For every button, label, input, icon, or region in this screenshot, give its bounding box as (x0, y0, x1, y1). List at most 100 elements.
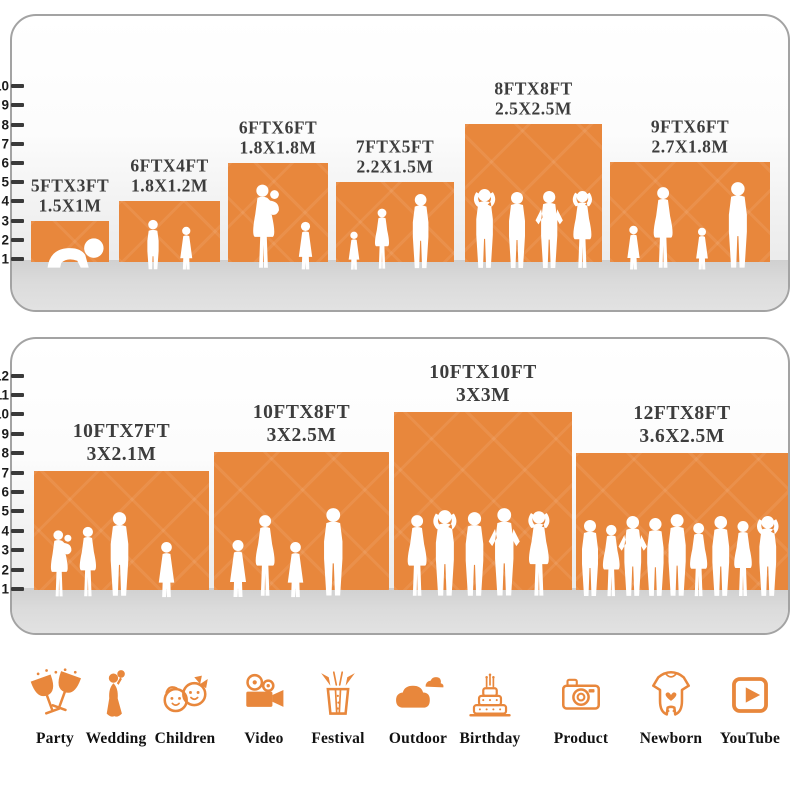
ruler-tick-label-1: 1 (1, 251, 9, 267)
category-label: Birthday (459, 730, 521, 747)
ruler-tick-mark-9 (11, 103, 24, 108)
ruler-tick-label-10: 10 (0, 406, 10, 422)
ruler-tick-label-9: 9 (1, 426, 9, 442)
man-akimbo-silhouette (487, 507, 522, 599)
ruler-tick-mark-4 (11, 199, 24, 204)
ruler-tick-label-5: 5 (1, 503, 9, 519)
ruler-tick-label-3: 3 (1, 542, 9, 558)
size-m-text: 1.5X1M (38, 195, 102, 216)
woman-holding-baby-silhouette (247, 183, 286, 271)
ruler-tick-mark-11 (11, 393, 24, 397)
category-outdoor: Outdoor (370, 668, 466, 748)
ruler-tick-mark-1 (11, 587, 24, 591)
girl-silhouette (293, 221, 318, 271)
ruler-tick-mark-8 (11, 122, 24, 127)
backdrop-size-label: 8FTX8FT 2.5X2.5M (494, 78, 572, 119)
ruler-tick-mark-2 (11, 237, 24, 242)
ruler-tick-mark-5 (11, 509, 24, 514)
man-arms-up-silhouette (469, 188, 500, 271)
wedding-icon (89, 668, 143, 722)
backdrop-size-label: 9FTX6FT 2.7X1.8M (651, 116, 729, 157)
size-m-text: 2.7X1.8M (651, 136, 729, 157)
ruler-tick-mark-6 (11, 161, 24, 165)
ruler-tick-mark-6 (11, 490, 24, 494)
ruler-tick-label-11: 11 (0, 387, 9, 403)
category-product: Product (533, 668, 629, 748)
festival-icon (311, 668, 365, 722)
ruler-tick-mark-9 (11, 431, 24, 436)
size-ft-text: 5FTX3FT (30, 175, 110, 196)
size-m-text: 2.2X1.5M (356, 156, 434, 177)
size-ft-text: 9FTX6FT (650, 116, 730, 137)
ruler-tick-mark-7 (11, 470, 24, 475)
ruler-tick-label-2: 2 (1, 232, 9, 248)
category-wedding: Wedding (68, 668, 164, 748)
ruler-tick-label-4: 4 (1, 523, 9, 539)
ruler-tick-mark-4 (11, 528, 24, 533)
backdrop-size-label: 12FTX8FT 3.6X2.5M (633, 403, 730, 448)
girl-silhouette (152, 541, 181, 599)
category-birthday: Birthday (442, 668, 538, 748)
ruler-tick-label-12: 12 (0, 368, 10, 384)
boy-silhouette (140, 219, 166, 271)
backdrop-size-label: 10FTX7FT 3X2.1M (73, 421, 170, 466)
medium-backdrops-panel: 12111098765432110FTX7FT3X2.1M10FTX8FT3X2… (0, 337, 790, 635)
newborn-icon (644, 668, 698, 722)
youtube-icon (723, 668, 777, 722)
backdrop-size-label: 5FTX3FT 1.5X1M (31, 175, 109, 216)
ruler-tick-mark-12 (11, 373, 24, 378)
girl-silhouette (175, 226, 198, 271)
backdrop-size-label: 10FTX8FT 3X2.5M (253, 402, 350, 447)
crawling-baby-silhouette (43, 231, 106, 271)
girl-silhouette (691, 227, 713, 271)
backdrop-6ftx4ft (119, 201, 220, 262)
ruler-tick-mark-7 (11, 141, 24, 146)
ruler-tick-mark-3 (11, 548, 24, 553)
outdoor-icon (391, 668, 445, 722)
woman-silhouette (74, 525, 102, 599)
size-m-text: 3X3M (455, 384, 510, 406)
ruler-tick-label-7: 7 (1, 465, 9, 481)
size-ft-text: 10FTX10FT (429, 361, 537, 383)
size-m-text: 1.8X1.8M (239, 137, 317, 158)
girl-silhouette (344, 231, 364, 271)
backdrop-size-label: 10FTX10FT 3X3M (429, 362, 536, 407)
size-ft-text: 10FTX7FT (72, 420, 171, 442)
category-video: Video (216, 668, 312, 748)
girl-silhouette (622, 225, 645, 271)
ruler-tick-label-8: 8 (1, 117, 9, 133)
product-icon (554, 668, 608, 722)
man-silhouette (103, 511, 136, 599)
size-ft-text: 6FTX4FT (130, 155, 209, 176)
man-arms-up-silhouette (752, 515, 784, 599)
category-festival: Festival (290, 668, 386, 748)
size-ft-text: 10FTX8FT (252, 401, 351, 423)
woman-holding-baby-silhouette (46, 529, 77, 599)
man-akimbo-silhouette (534, 190, 564, 271)
video-icon (237, 668, 291, 722)
girl-silhouette (223, 539, 253, 599)
woman-arms-up-silhouette (522, 509, 556, 599)
category-children: Children (137, 668, 233, 748)
ruler-tick-mark-2 (11, 567, 24, 572)
category-party: Party (7, 668, 103, 748)
children-icon (158, 668, 212, 722)
backdrop-size-label: 7FTX5FT 2.2X1.5M (356, 136, 434, 177)
category-label: Festival (311, 730, 365, 747)
size-m-text: 3.6X2.5M (639, 425, 725, 447)
ruler-tick-label-6: 6 (1, 484, 9, 500)
category-label: Children (154, 730, 216, 747)
ruler-tick-label-5: 5 (1, 174, 9, 190)
backdrop-6ftx6ft (228, 163, 328, 262)
woman-silhouette (249, 513, 281, 599)
category-label: Newborn (639, 730, 703, 747)
man-silhouette (316, 507, 351, 599)
size-ft-text: 7FTX5FT (355, 136, 435, 157)
ruler-tick-mark-8 (11, 451, 24, 456)
ruler-tick-label-1: 1 (1, 581, 9, 597)
category-label: YouTube (719, 730, 781, 747)
size-ft-text: 8FTX8FT (494, 78, 573, 99)
woman-arms-up-silhouette (567, 189, 598, 271)
ruler-tick-mark-1 (11, 257, 24, 261)
ruler-tick-label-9: 9 (1, 97, 9, 113)
